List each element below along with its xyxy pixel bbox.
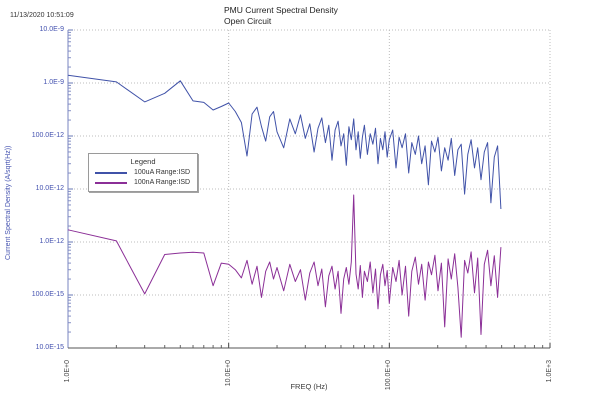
x-axis-title: FREQ (Hz)	[290, 382, 328, 391]
timestamp: 11/13/2020 10:51:09	[10, 12, 74, 19]
legend-item: 100nA Range:ISD	[93, 179, 193, 186]
series-line-100nA-Range-ISD	[67, 194, 502, 338]
legend-item-label: 100uA Range:ISD	[134, 169, 191, 176]
chart-title-block: PMU Current Spectral Density Open Circui…	[224, 5, 338, 27]
legend-item: 100uA Range:ISD	[93, 169, 193, 176]
legend-item-label: 100nA Range:ISD	[134, 179, 191, 186]
chart-title: PMU Current Spectral Density	[224, 5, 338, 15]
series-line-100uA-Range-ISD	[67, 74, 502, 210]
legend-line-swatch-100uA	[95, 171, 127, 174]
legend-title: Legend	[130, 157, 156, 166]
plot-legend: Legend 100uA Range:ISD 100nA Range:ISD	[88, 153, 198, 192]
legend-line-swatch-100nA	[95, 181, 127, 184]
chart-subtitle: Open Circuit	[224, 16, 272, 26]
